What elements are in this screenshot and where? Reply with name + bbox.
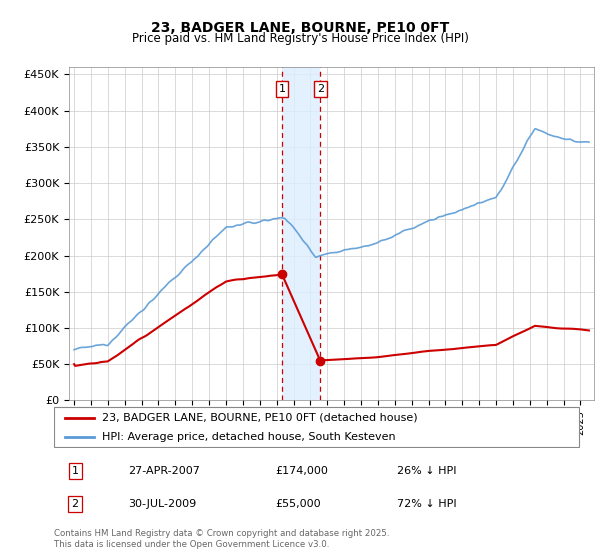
Text: 1: 1 [278, 84, 286, 94]
Text: 1: 1 [71, 466, 79, 476]
Text: Price paid vs. HM Land Registry's House Price Index (HPI): Price paid vs. HM Land Registry's House … [131, 32, 469, 45]
Text: 2: 2 [317, 84, 324, 94]
Text: 2: 2 [71, 499, 79, 509]
Text: 72% ↓ HPI: 72% ↓ HPI [397, 499, 457, 509]
Text: 23, BADGER LANE, BOURNE, PE10 0FT: 23, BADGER LANE, BOURNE, PE10 0FT [151, 21, 449, 35]
Text: £174,000: £174,000 [276, 466, 329, 476]
Text: 30-JUL-2009: 30-JUL-2009 [128, 499, 196, 509]
Bar [282, 67, 320, 400]
Text: Contains HM Land Registry data © Crown copyright and database right 2025.
This d: Contains HM Land Registry data © Crown c… [54, 529, 389, 549]
Text: HPI: Average price, detached house, South Kesteven: HPI: Average price, detached house, Sout… [101, 432, 395, 442]
Text: £55,000: £55,000 [276, 499, 322, 509]
Text: 27-APR-2007: 27-APR-2007 [128, 466, 200, 476]
Text: 23, BADGER LANE, BOURNE, PE10 0FT (detached house): 23, BADGER LANE, BOURNE, PE10 0FT (detac… [101, 413, 417, 423]
FancyBboxPatch shape [54, 407, 580, 447]
Text: 26% ↓ HPI: 26% ↓ HPI [397, 466, 457, 476]
